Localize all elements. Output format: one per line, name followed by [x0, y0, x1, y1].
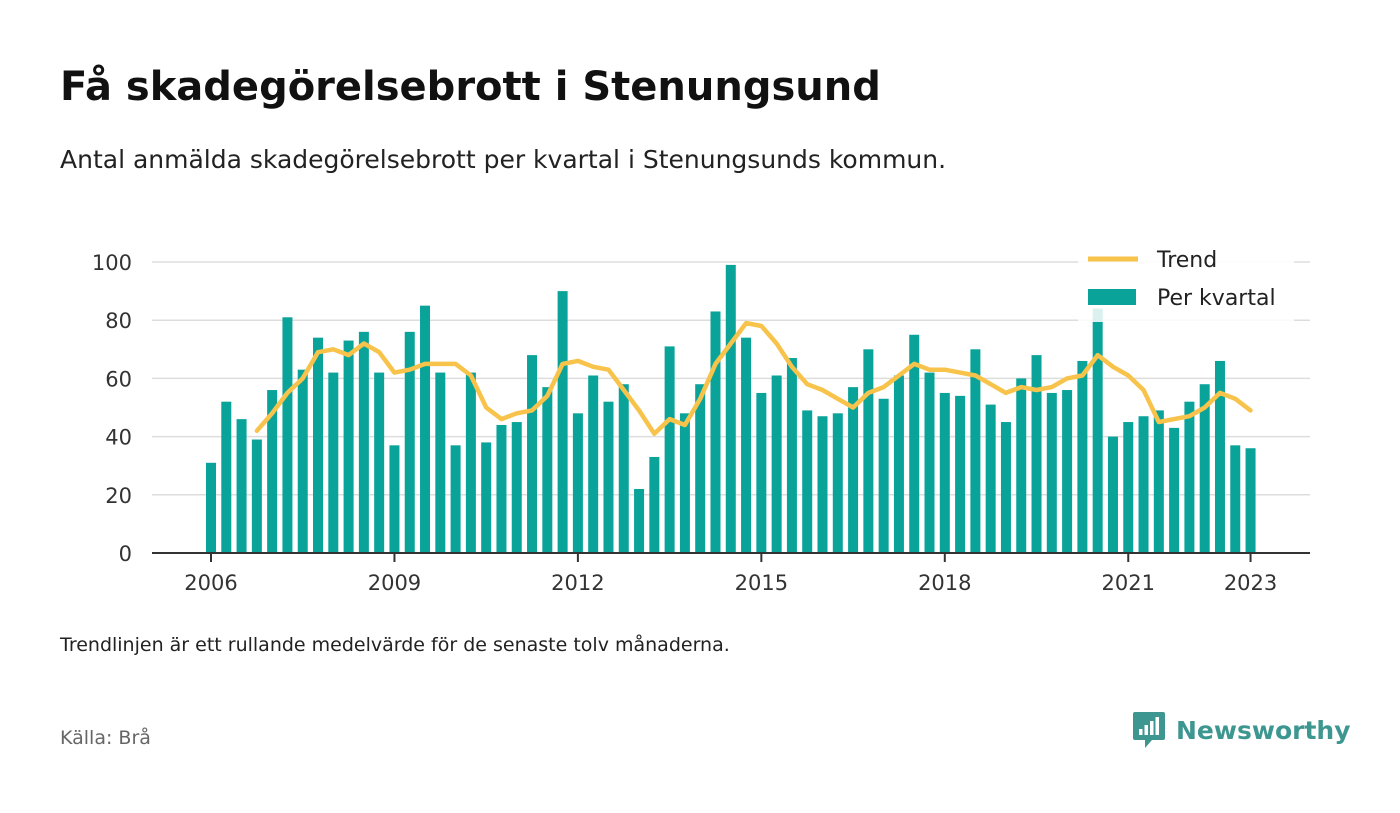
- legend-label: Trend: [1156, 248, 1217, 273]
- brand-logo[interactable]: Newsworthy: [1132, 710, 1351, 750]
- bar: [328, 372, 339, 553]
- chart-title: Få skadegörelsebrott i Stenungsund: [60, 64, 881, 110]
- bar: [618, 384, 629, 553]
- bar: [1214, 360, 1225, 553]
- bar: [420, 305, 431, 553]
- bar: [786, 358, 797, 553]
- bar: [1062, 390, 1073, 553]
- bar: [893, 375, 904, 553]
- x-tick-label: 2021: [1102, 571, 1155, 595]
- bar: [985, 404, 996, 553]
- bar: [343, 340, 354, 553]
- footnote: Trendlinjen är ett rullande medelvärde f…: [60, 634, 730, 656]
- y-tick-label: 20: [105, 484, 132, 508]
- bar: [970, 349, 981, 553]
- source-label: Källa: Brå: [60, 727, 151, 749]
- legend-label: Per kvartal: [1157, 286, 1276, 311]
- bar: [1169, 427, 1180, 553]
- bar: [1153, 410, 1164, 553]
- bar: [1046, 392, 1057, 553]
- bar: [848, 387, 859, 553]
- bar: [206, 462, 216, 553]
- bar: [221, 401, 232, 553]
- bar: [664, 346, 675, 553]
- bar: [939, 392, 950, 553]
- trend-line: [254, 320, 1253, 436]
- bar: [1138, 416, 1149, 553]
- bar: [1077, 360, 1088, 553]
- bar: [878, 398, 889, 553]
- bar: [1123, 422, 1134, 553]
- bar: [1184, 401, 1195, 553]
- bar: [450, 445, 461, 553]
- x-tick-label: 2009: [368, 571, 421, 595]
- bar: [588, 375, 599, 553]
- bar: [313, 337, 324, 553]
- bar: [649, 456, 660, 553]
- bar: [725, 264, 736, 553]
- x-tick-label: 2015: [735, 571, 788, 595]
- y-tick-label: 40: [105, 426, 132, 450]
- bar: [236, 419, 247, 553]
- legend-swatch-bar: [1088, 289, 1136, 305]
- bar: [817, 416, 828, 553]
- bar: [282, 317, 293, 553]
- bar: [924, 372, 935, 553]
- bars-per-kvartal: [206, 264, 1256, 553]
- bar: [404, 331, 415, 553]
- bar: [557, 291, 568, 553]
- brand-name: Newsworthy: [1176, 715, 1351, 745]
- y-tick-label: 0: [119, 542, 132, 566]
- bar: [771, 375, 782, 553]
- bar: [496, 424, 507, 553]
- bar: [435, 372, 446, 553]
- bar: [267, 390, 278, 553]
- x-tick-label: 2023: [1224, 571, 1277, 595]
- x-tick-label: 2012: [551, 571, 604, 595]
- bar: [1016, 378, 1027, 553]
- bar: [1230, 445, 1241, 553]
- bar: [909, 334, 920, 553]
- legend-background: [1078, 238, 1294, 322]
- bar: [679, 413, 690, 553]
- bar: [741, 337, 752, 553]
- bar: [832, 413, 843, 553]
- bar: [1031, 355, 1042, 553]
- bar: [1107, 436, 1118, 553]
- y-tick-label: 60: [105, 367, 132, 391]
- bar: [542, 387, 553, 553]
- bar: [802, 410, 813, 553]
- bar: [374, 372, 385, 553]
- x-tick-label: 2006: [184, 571, 237, 595]
- bar: [358, 331, 369, 553]
- bar: [695, 384, 706, 553]
- bar: [527, 355, 538, 553]
- bar: [603, 401, 614, 553]
- newsworthy-logo-icon: [1133, 712, 1165, 748]
- bar: [481, 442, 492, 553]
- bar: [756, 392, 767, 553]
- legend: Trend Per kvartal: [1078, 238, 1294, 322]
- bar: [251, 439, 262, 553]
- bar: [710, 311, 721, 553]
- bar: [634, 488, 645, 553]
- y-tick-label: 80: [105, 309, 132, 333]
- bar: [297, 369, 308, 553]
- bar: [465, 372, 476, 553]
- bar: [955, 395, 966, 553]
- bar: [1000, 422, 1011, 553]
- y-tick-label: 100: [92, 251, 132, 275]
- bar: [1092, 308, 1103, 553]
- bar: [389, 445, 400, 553]
- bar: [572, 413, 583, 553]
- bar: [511, 422, 522, 553]
- chart-subtitle: Antal anmälda skadegörelsebrott per kvar…: [60, 145, 947, 174]
- bar: [863, 349, 874, 553]
- trend-line-group: [254, 320, 1253, 436]
- axes: 0 20 40 60 80 100 2006 2009 2012 2015 2018 2021 2023: [92, 251, 1310, 595]
- bar: [1199, 384, 1210, 553]
- x-tick-label: 2018: [918, 571, 971, 595]
- bar: [1245, 448, 1256, 553]
